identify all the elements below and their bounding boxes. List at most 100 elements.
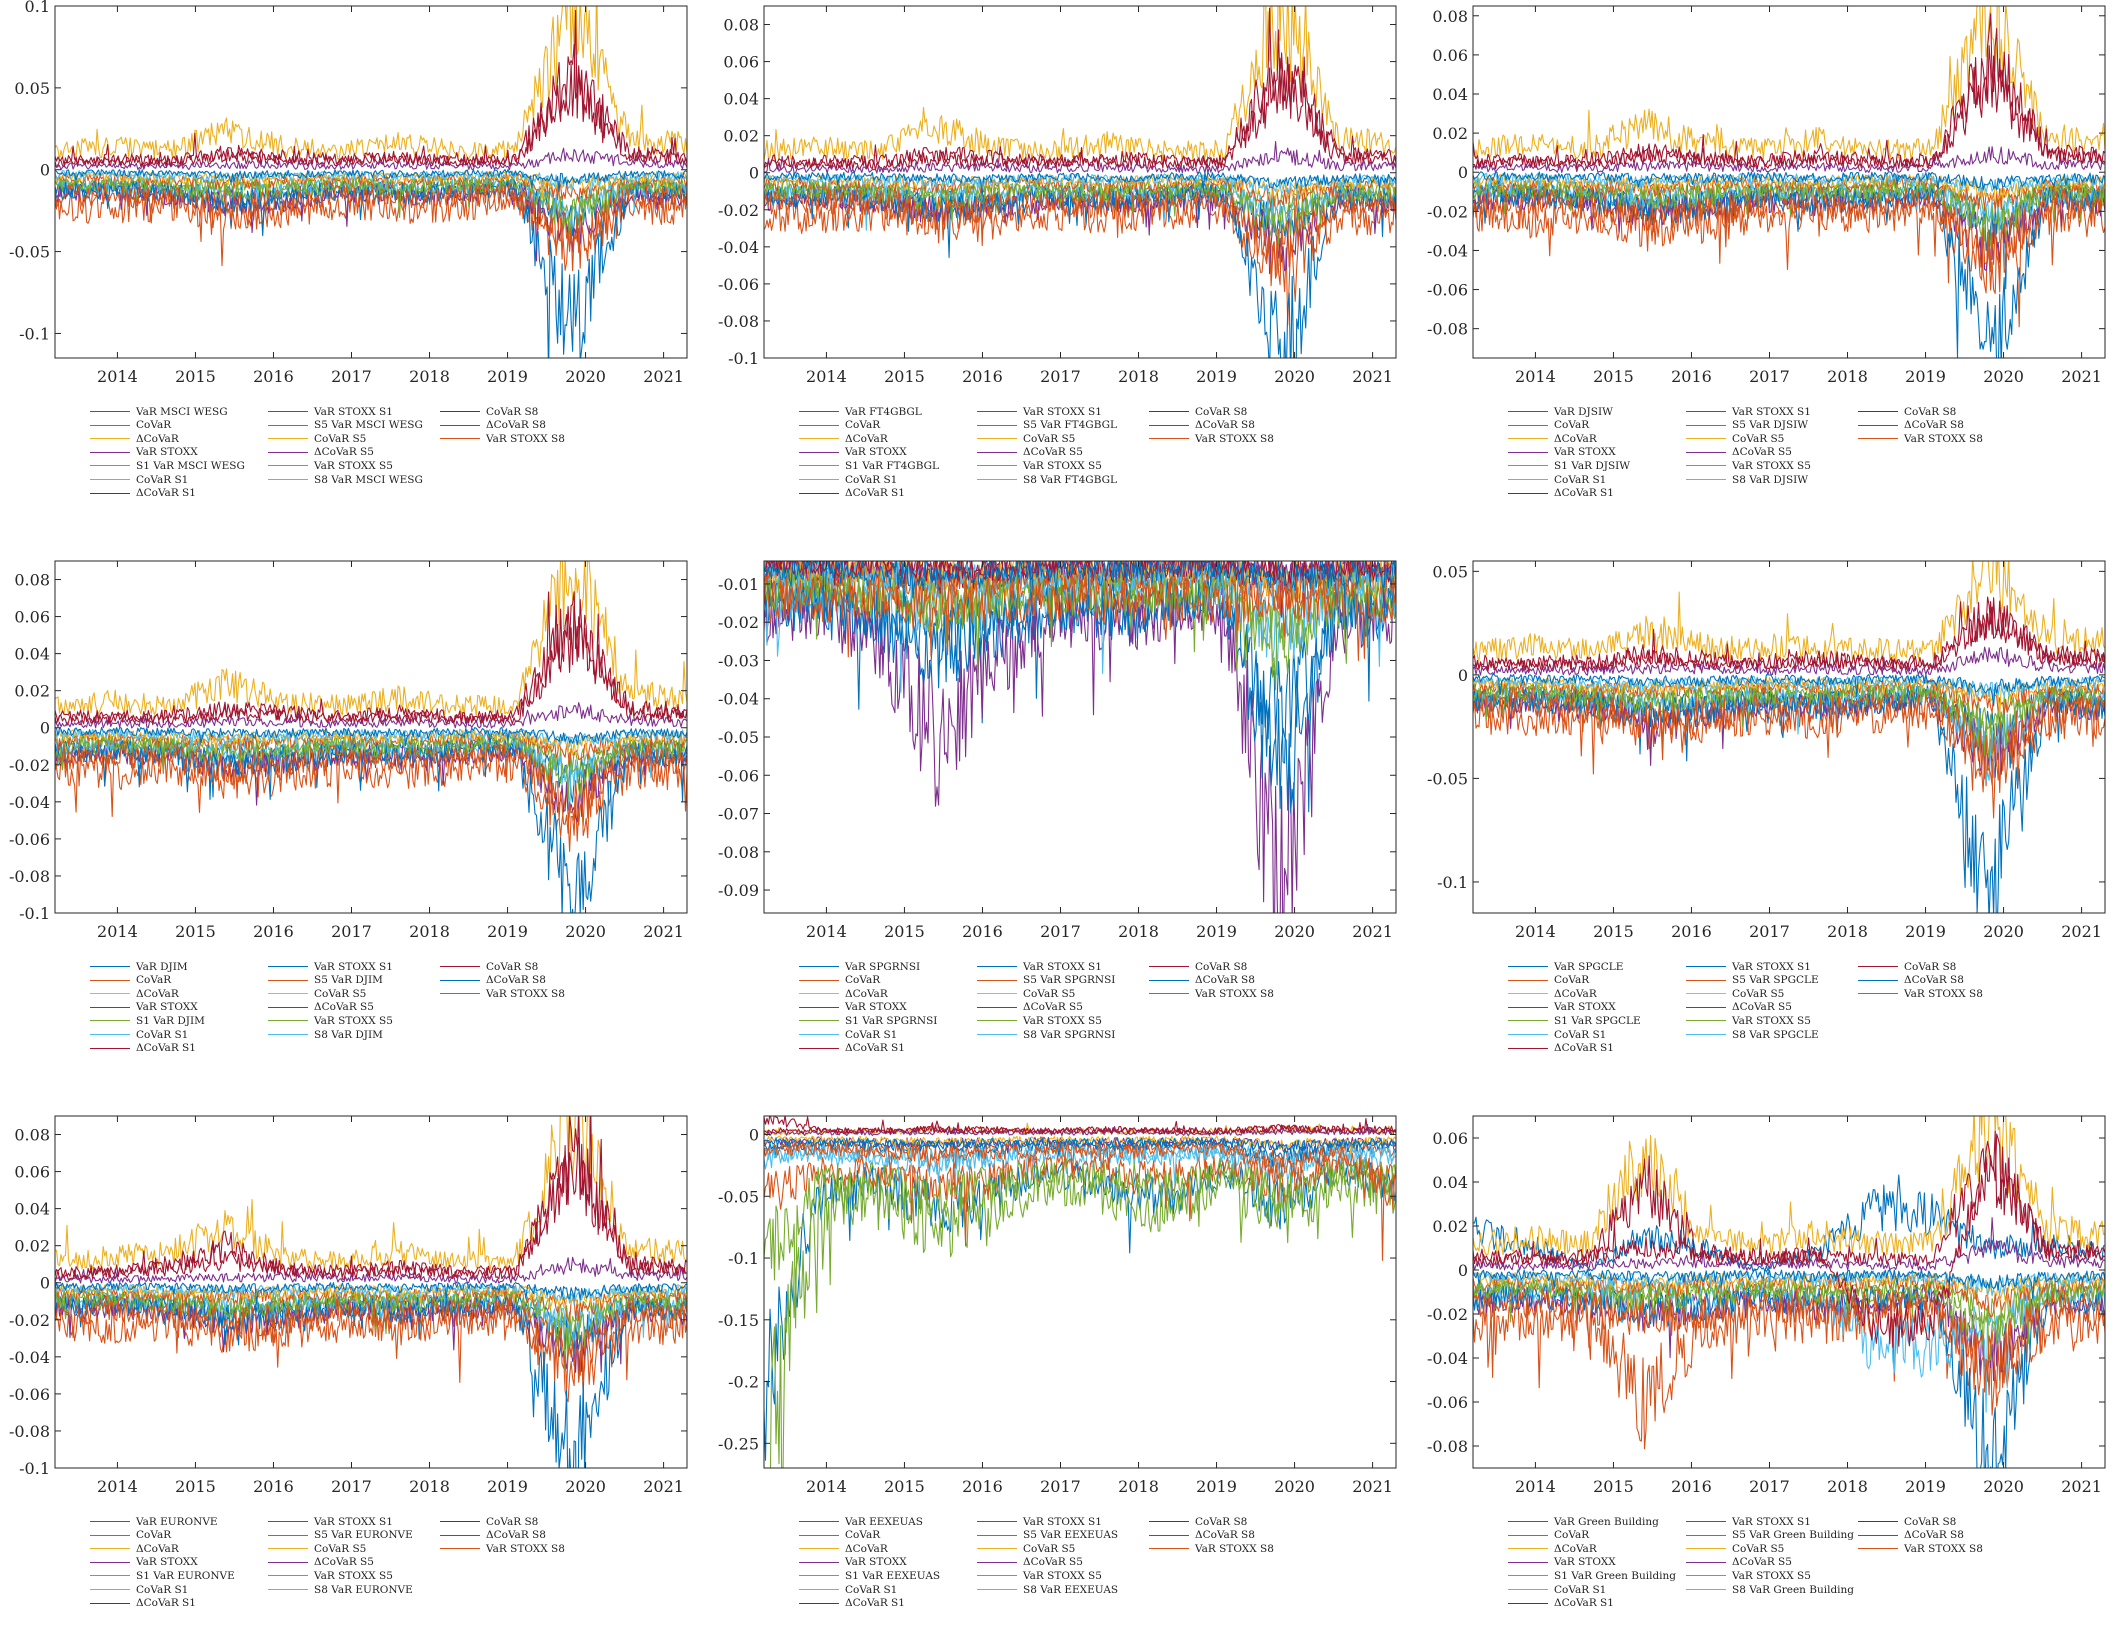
series-line-16: [764, 187, 1396, 286]
legend-item: VaR STOXX S5: [977, 1014, 1102, 1027]
series-line-13: [1473, 172, 2105, 205]
legend-label: CoVaR S5: [314, 987, 367, 1000]
legend-item: ΔCoVaR: [1508, 987, 1597, 1000]
legend-label: CoVaR S1: [1554, 1028, 1607, 1041]
legend-swatch: [1508, 1020, 1548, 1022]
legend-item: S1 VaR MSCI WESG: [90, 459, 245, 472]
legend-swatch: [1686, 1020, 1726, 1022]
legend-swatch: [268, 1034, 308, 1035]
series-line-16: [1473, 1288, 2105, 1393]
series-line-12: [1473, 1279, 2105, 1362]
legend-label: CoVaR: [1554, 974, 1590, 987]
legend-item: VaR STOXX S1: [268, 960, 393, 973]
x-tick-label: 2016: [962, 1477, 1003, 1496]
legend-label: S1 VaR EURONVE: [136, 1569, 235, 1582]
axes-box: [1472, 5, 2106, 359]
legend-swatch: [799, 1034, 839, 1035]
legend-label: CoVaR: [845, 419, 881, 432]
x-tick-label: 2015: [1593, 367, 1634, 386]
legend-swatch: [1508, 1589, 1548, 1590]
legend-item: CoVaR S8: [1858, 405, 1956, 418]
series-line-12: [55, 736, 687, 800]
legend-label: ΔCoVaR S5: [314, 1556, 374, 1569]
legend: VaR EURONVE CoVaR ΔCoVaR VaR STOXX S1 VaR EU…: [0, 1515, 709, 1635]
x-tick-label: 2019: [1196, 367, 1237, 386]
x-tick-label: 2018: [1118, 1477, 1159, 1496]
legend-item: VaR STOXX S8: [1858, 432, 1983, 445]
legend-swatch: [1686, 1006, 1726, 1008]
legend-item: CoVaR: [90, 1529, 171, 1542]
x-tick-label: 2021: [1352, 367, 1393, 386]
legend-label: VaR STOXX: [845, 1001, 907, 1014]
legend-label: S8 VaR Green Building: [1732, 1583, 1855, 1596]
y-tick-label: -0.03: [718, 651, 759, 670]
legend-swatch: [1686, 966, 1726, 967]
legend-item: CoVaR S5: [268, 1542, 366, 1555]
legend-item: VaR STOXX S5: [1686, 459, 1811, 472]
legend-label: CoVaR S1: [845, 473, 898, 486]
legend-item: CoVaR: [799, 974, 880, 987]
series-line-12: [55, 1290, 687, 1370]
legend-item: VaR DJSIW: [1508, 405, 1613, 418]
legend-label: S8 VaR EURONVE: [314, 1583, 413, 1596]
legend-label: ΔCoVaR S5: [1023, 446, 1083, 459]
series-line-15: [55, 169, 687, 193]
legend-swatch: [1149, 1534, 1189, 1536]
legend-item: VaR MSCI WESG: [90, 405, 228, 418]
legend-label: S1 VaR DJIM: [136, 1014, 205, 1027]
x-tick-label: 2018: [1118, 922, 1159, 941]
legend-swatch: [440, 966, 480, 967]
y-tick-label: 0.02: [1432, 124, 1468, 143]
x-tick-label: 2020: [565, 367, 606, 386]
legend-label: VaR STOXX S1: [314, 405, 393, 418]
legend-swatch: [1686, 424, 1726, 426]
y-tick-label: 0.08: [1432, 7, 1468, 26]
x-tick-label: 2015: [1593, 922, 1634, 941]
series-line-11: [1473, 1217, 2105, 1271]
legend-item: VaR STOXX: [1508, 1001, 1616, 1014]
legend-label: S1 VaR Green Building: [1554, 1569, 1677, 1582]
legend-item: S1 VaR Green Building: [1508, 1569, 1676, 1582]
y-tick-label: -0.08: [718, 843, 759, 862]
y-tick-label: -0.04: [9, 793, 50, 812]
legend-item: ΔCoVaR S1: [1508, 487, 1614, 500]
legend-label: VaR STOXX S1: [1732, 1515, 1811, 1528]
legend-label: ΔCoVaR: [845, 432, 888, 445]
legend-swatch: [1858, 993, 1898, 995]
legend-item: ΔCoVaR S1: [799, 1042, 905, 1055]
legend-label: CoVaR S5: [314, 432, 367, 445]
x-tick-label: 2020: [1983, 1477, 2024, 1496]
series-line-15: [1473, 673, 2105, 707]
legend-label: CoVaR S1: [1554, 1583, 1607, 1596]
legend-swatch: [1858, 438, 1898, 440]
legend-label: S8 VaR FT4GBGL: [1023, 473, 1117, 486]
chart-panel-1: 0.1 0.05 0 -0.05 -0.1 2014 2015 2016 2017 2018 201…: [0, 0, 709, 540]
legend-item: VaR STOXX S8: [1858, 1542, 1983, 1555]
legend-label: ΔCoVaR S5: [1732, 1556, 1792, 1569]
legend-swatch: [799, 411, 839, 412]
legend-label: CoVaR: [845, 974, 881, 987]
x-tick-label: 2020: [1274, 367, 1315, 386]
legend-label: VaR STOXX S5: [1023, 1014, 1102, 1027]
chart-panel-6: 0.05 0 -0.05 -0.1 2014 2015 2016 2017 2018 2019 20…: [1418, 555, 2127, 1095]
x-tick-label: 2017: [331, 1477, 372, 1496]
legend-swatch: [977, 424, 1017, 426]
legend-item: CoVaR S5: [977, 987, 1075, 1000]
axes-box: [1472, 560, 2106, 914]
plot-area: 0.08 0.06 0.04 0.02 0 -0.02 -0.04 -0.06 -0.08 -0.…: [9, 560, 688, 941]
legend-item: CoVaR S5: [977, 1542, 1075, 1555]
chart-panel-8: 0 -0.05 -0.1 -0.15 -0.2 -0.25 2014 2015 2016 2017…: [709, 1110, 1418, 1650]
legend-label: CoVaR S5: [1023, 432, 1076, 445]
axes-box: [54, 5, 688, 359]
legend-item: VaR STOXX S1: [1686, 1515, 1811, 1528]
legend: VaR SPGRNSI CoVaR ΔCoVaR VaR STOXX S1 VaR SP…: [709, 960, 1418, 1080]
x-tick-label: 2020: [1983, 367, 2024, 386]
legend-item: VaR STOXX S8: [440, 987, 565, 1000]
series-line-15: [55, 1281, 687, 1305]
x-tick-label: 2019: [1905, 922, 1946, 941]
legend-label: ΔCoVaR S1: [136, 487, 196, 500]
legend-label: CoVaR S1: [845, 1028, 898, 1041]
legend-label: VaR STOXX S5: [1732, 1569, 1811, 1582]
series-line-2: [1473, 195, 2105, 328]
legend-swatch: [1686, 451, 1726, 453]
